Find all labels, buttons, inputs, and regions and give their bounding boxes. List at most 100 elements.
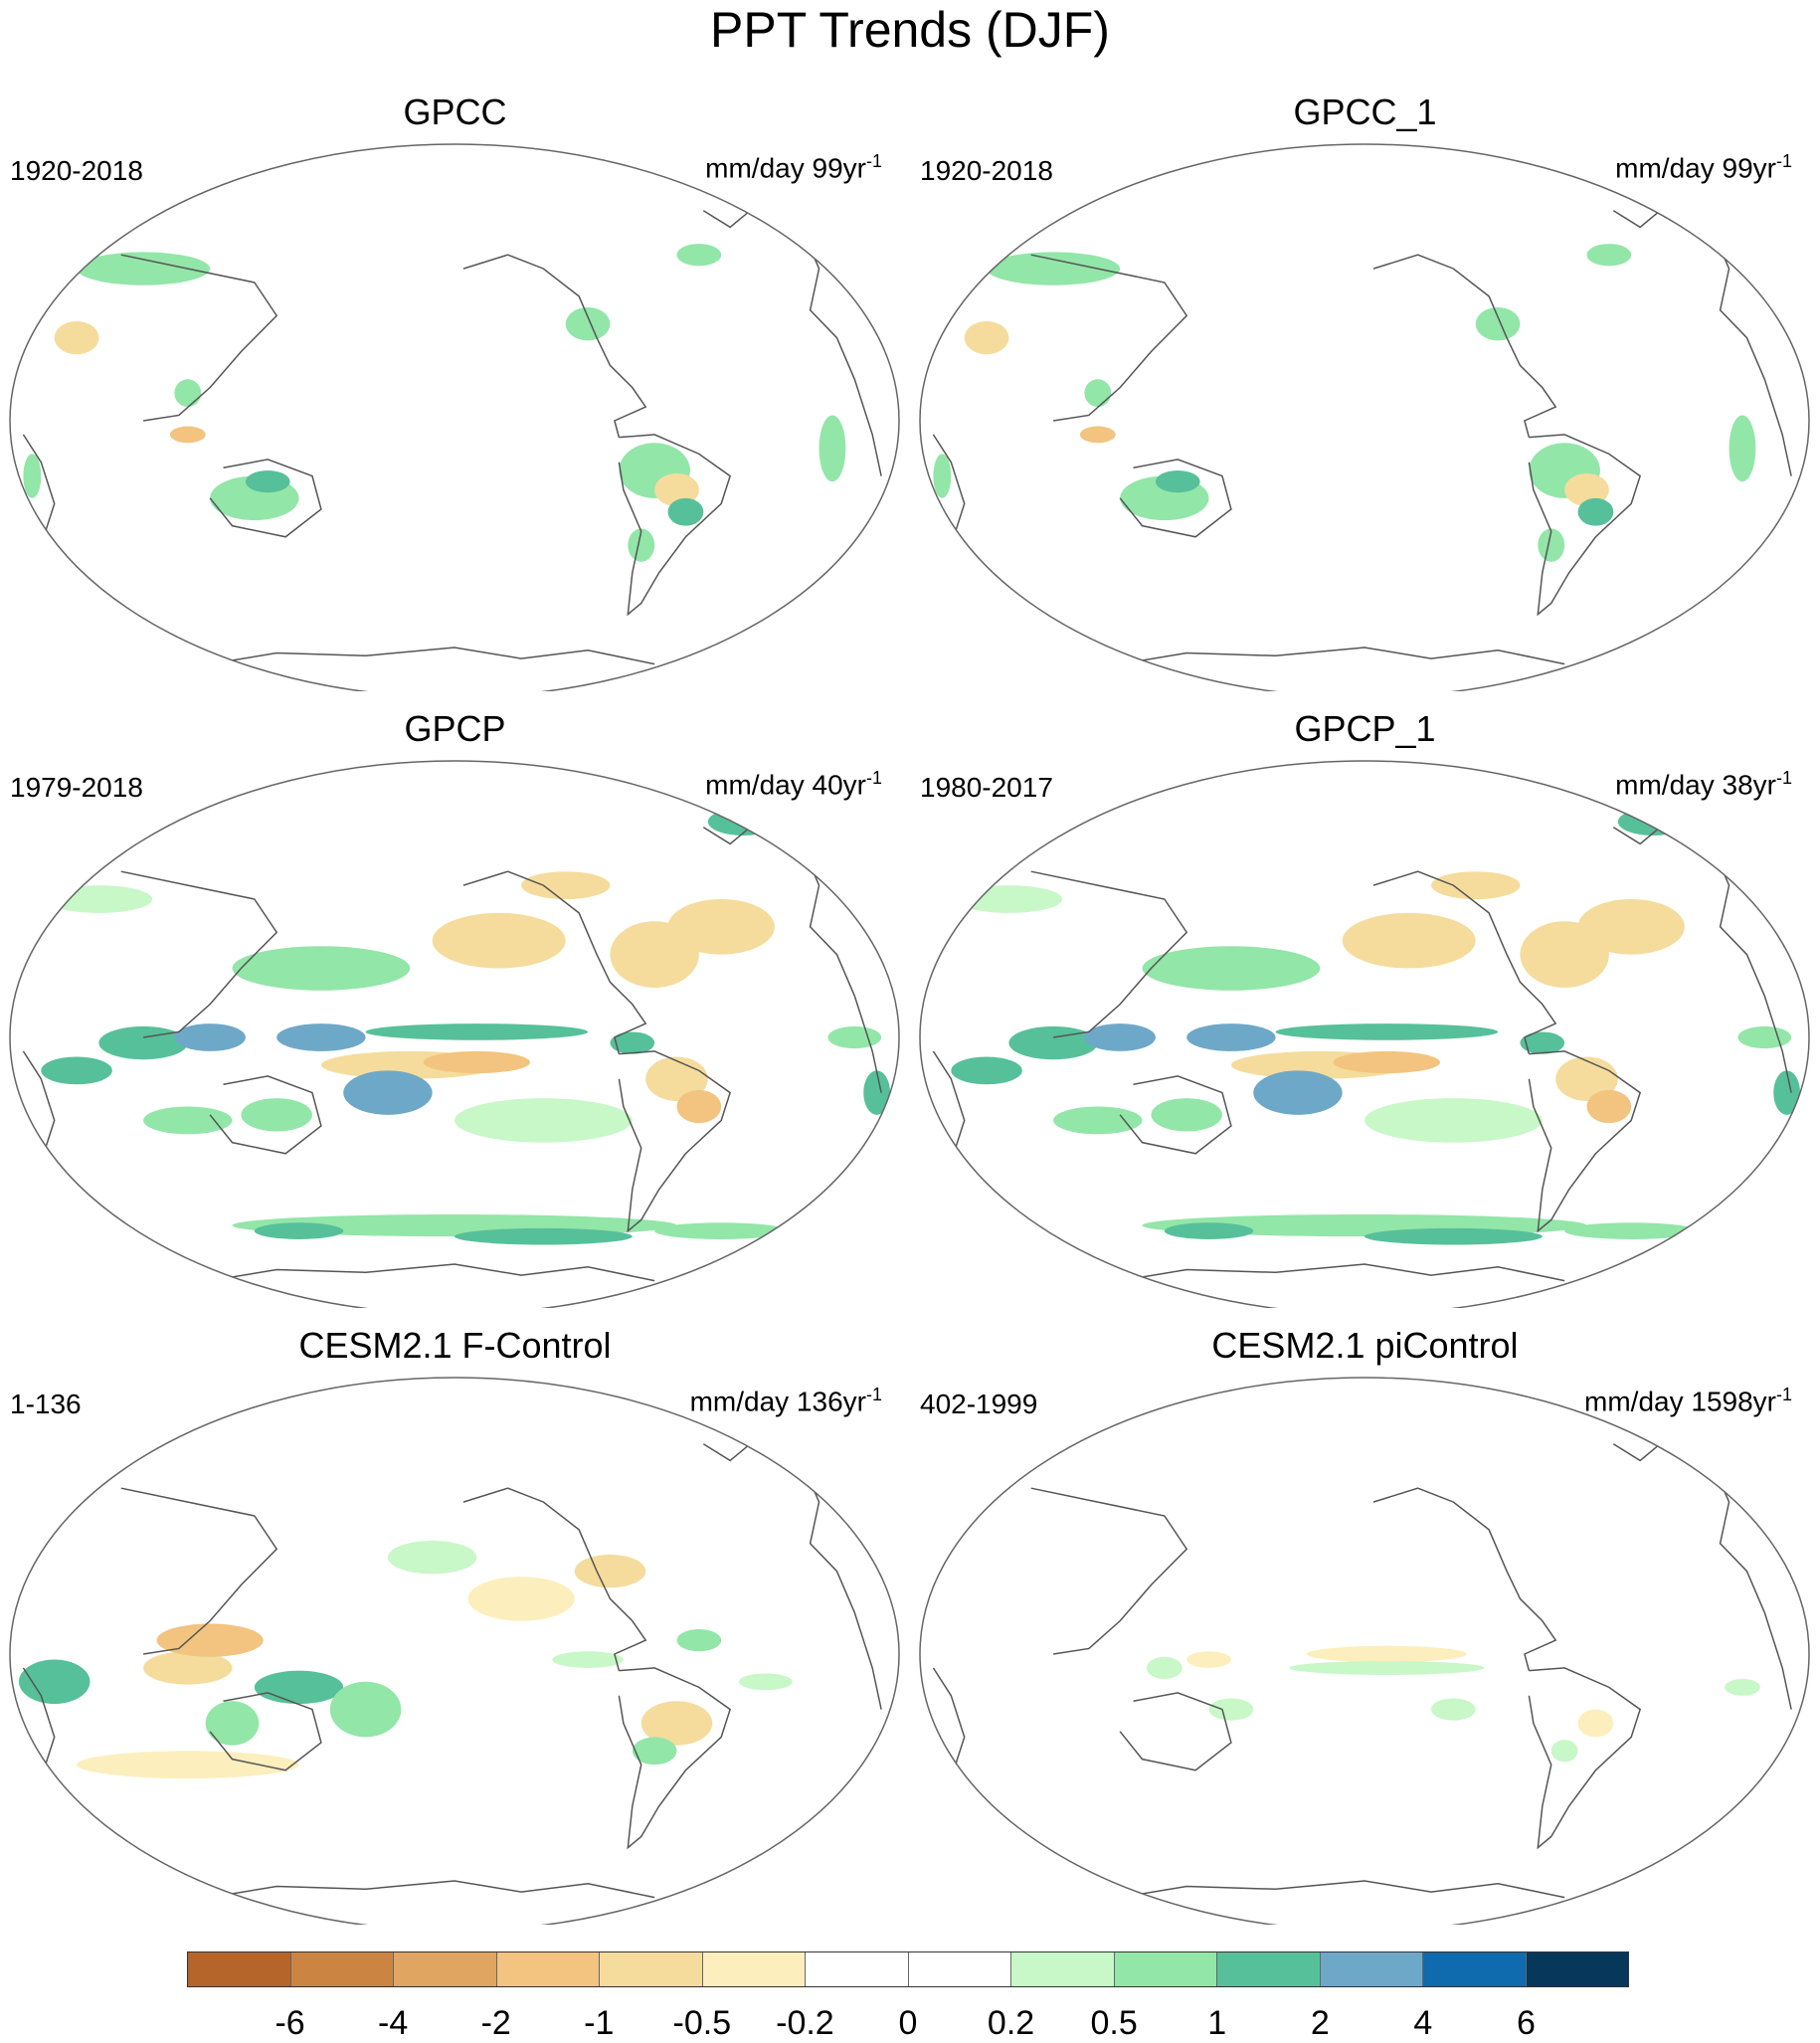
colorbar-label: -1 [584,2004,615,2042]
trend-region [1151,1098,1222,1132]
map-panel: GPCP_1 1980-2017 mm/day 38yr-1 [910,691,1820,1308]
trend-region [174,1023,246,1051]
trend-region [1586,1089,1632,1124]
units-exponent: -1 [1775,151,1792,171]
trend-region [1577,1709,1614,1738]
robinson-map [919,760,1810,1308]
map-panel: GPCC_1 1920-2018 mm/day 99yr-1 [910,75,1820,691]
trend-region [667,899,775,955]
coastline [120,254,278,422]
colorbar-box [1217,1952,1321,1986]
coastline [1120,1263,1565,1282]
coastline [22,1050,56,1149]
trend-region [1275,1023,1499,1040]
coastline [209,459,322,538]
colorbar-box [1114,1952,1217,1986]
trend-region [1725,1679,1760,1696]
trend-region [1253,1070,1343,1115]
trend-region [1564,1222,1699,1239]
units-exponent: -1 [865,1385,882,1404]
trend-region [1333,1050,1440,1074]
coastline [1528,434,1642,617]
trend-region [1155,470,1200,493]
trend-region [455,1227,633,1245]
coastline [932,1667,966,1765]
trend-region [169,426,206,444]
trend-region [933,454,952,498]
robinson-map [9,143,900,691]
colorbar-box [1320,1952,1423,1986]
trend-region [1164,1222,1254,1239]
trend-region [1365,1098,1543,1143]
trend-region [1431,1698,1476,1721]
units-text: mm/day 99yr [1615,152,1776,184]
coastline [1119,1075,1232,1155]
trend-region [819,415,846,482]
robinson-map [9,1377,900,1925]
trend-region [1564,472,1609,507]
trend-region [205,1701,260,1746]
coastline [210,647,655,665]
panel-period: 1979-2018 [10,772,143,803]
trend-region [1662,194,1708,217]
trend-region [455,1098,633,1143]
coastline [22,434,56,532]
trend-region [1737,1025,1792,1049]
panel-title: GPCP [404,708,506,749]
units-exponent: -1 [865,768,882,788]
colorbar-box [1011,1952,1115,1986]
figure-title: PPT Trends (DJF) [710,2,1110,58]
colorbar-label: -4 [378,2004,409,2042]
robinson-map [919,143,1810,691]
trend-region [1289,1660,1485,1675]
trend-region [565,307,611,341]
colorbar-box [290,1952,394,1986]
coastline [209,1692,322,1771]
panel-units: mm/day 38yr-1 [1615,761,1792,802]
coastline [1710,1460,1792,1710]
trend-region [343,1070,433,1115]
trend-region [521,871,611,899]
colorbar-label: 2 [1310,2004,1330,2042]
trend-region [23,454,42,498]
trend-region [276,1023,366,1051]
coastline [1372,870,1557,1054]
colorbar-box [908,1952,1011,1986]
coastline [1030,254,1188,422]
coastline [800,1460,882,1710]
map-border [9,1377,900,1925]
trend-region [254,1222,344,1239]
coastline [1528,1050,1642,1233]
trend-region [676,244,722,267]
units-text: mm/day 136yr [689,1386,866,1417]
coastline [210,1880,655,1899]
map-panel: CESM2.1 piControl 402-1999 mm/day 1598yr-1 [910,1308,1820,1925]
map-border [9,143,900,691]
units-exponent: -1 [1775,1385,1792,1404]
panel-title: GPCC [403,92,507,132]
trend-region [174,379,202,408]
units-text: mm/day 38yr [1615,769,1776,801]
coastline [1372,1487,1557,1671]
trend-region [1538,528,1565,562]
colorbar-box [188,1952,291,1986]
panel-title: CESM2.1 piControl [1211,1325,1519,1366]
colorbar-box [496,1952,600,1986]
trend-region [1084,379,1112,408]
units-text: mm/day 1598yr [1584,1386,1776,1417]
trend-region [1084,1023,1156,1051]
trend-region [676,1089,722,1124]
trend-region [1586,244,1632,267]
map-border [919,1377,1810,1925]
trend-region [1550,1740,1578,1763]
trend-region [1008,1025,1098,1060]
coastline [1120,1880,1565,1899]
trend-region [387,1541,477,1575]
colorbar-label: 6 [1516,2004,1536,2042]
robinson-map [919,1377,1810,1925]
trend-region [752,194,798,217]
trend-region [1577,899,1685,955]
trend-region [654,1222,789,1239]
coastline [1710,843,1792,1093]
units-text: mm/day 99yr [705,152,866,184]
